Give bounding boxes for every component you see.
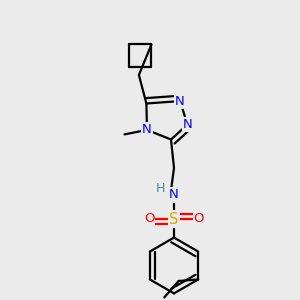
Text: N: N	[175, 94, 185, 108]
Text: O: O	[194, 212, 204, 226]
Text: S: S	[169, 212, 179, 226]
Text: N: N	[142, 123, 152, 136]
Text: O: O	[144, 212, 154, 226]
Text: N: N	[183, 118, 192, 131]
Text: N: N	[169, 188, 179, 202]
Text: H: H	[156, 182, 165, 196]
